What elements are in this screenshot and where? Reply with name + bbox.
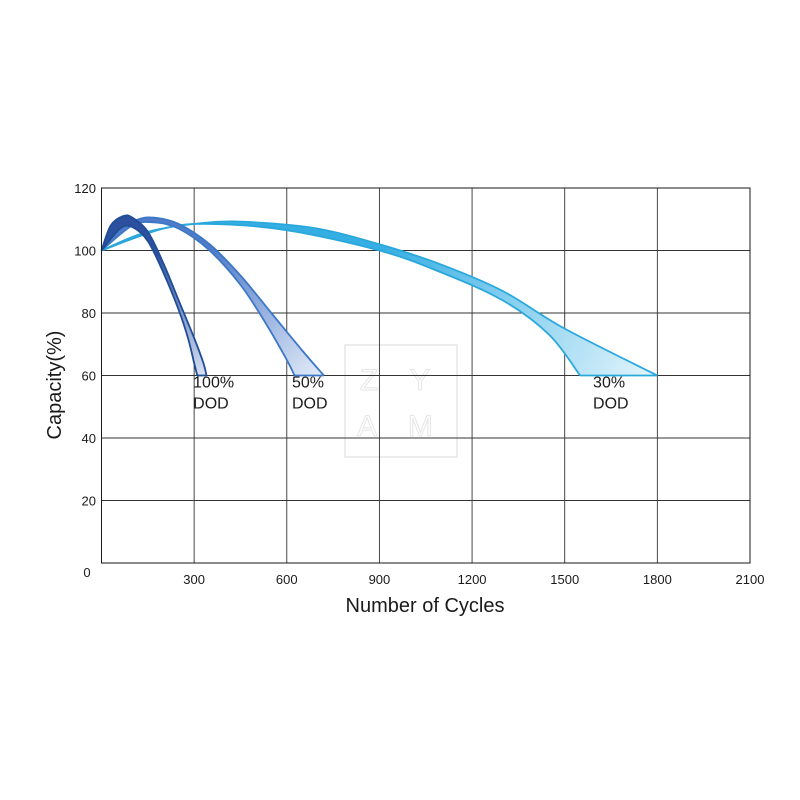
series-label: DOD: [292, 395, 328, 412]
y-axis-ticks: 20 40 60 80 100 120: [74, 181, 96, 509]
plot-frame: [101, 187, 751, 564]
series-band: [101, 215, 207, 376]
x-tick-label: 1500: [550, 572, 579, 587]
series-lower-line: [100, 224, 199, 376]
x-tick-label: 2100: [736, 572, 765, 587]
series-label: 30%: [593, 374, 625, 391]
y-tick-label: 120: [74, 181, 96, 196]
y-tick-label: 20: [82, 494, 96, 509]
y-tick-label: 40: [82, 431, 96, 446]
y-tick-label: 60: [82, 369, 96, 384]
y-tick-label: 80: [82, 306, 96, 321]
x-tick-label: 900: [369, 572, 391, 587]
series-label: DOD: [593, 395, 629, 412]
watermark: Z Y A M: [344, 344, 458, 458]
grid: [101, 188, 750, 563]
series-upper-line: [100, 214, 208, 376]
series-label: 50%: [292, 374, 324, 391]
x-tick-label: 300: [183, 572, 205, 587]
x-tick-label: 600: [276, 572, 298, 587]
y-tick-label: 100: [74, 244, 96, 259]
x-axis-title: Number of Cycles: [346, 595, 505, 617]
x-tick-label: 1200: [458, 572, 487, 587]
series-labels: 100% DOD 50% DOD 30% DOD: [193, 374, 628, 412]
x-axis-ticks: 0 300 600 900 1200 1500 1800 2100: [83, 565, 764, 587]
series-band: [101, 217, 324, 376]
series-layer: [100, 214, 658, 377]
y-axis-title: Capacity(%): [44, 331, 66, 440]
series-label: 100%: [193, 374, 234, 391]
series-label: DOD: [193, 395, 229, 412]
x-tick-label: 0: [83, 565, 90, 580]
series-band: [101, 221, 658, 376]
watermark-line-1: Z Y: [360, 364, 442, 397]
x-tick-label: 1800: [643, 572, 672, 587]
